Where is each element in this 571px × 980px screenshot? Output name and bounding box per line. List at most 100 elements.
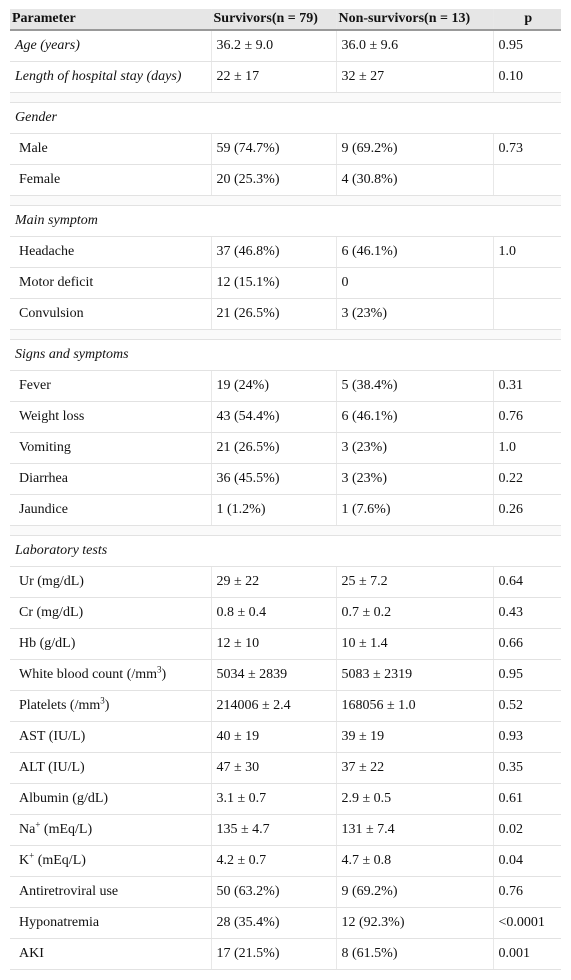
cell: Hyponatremia [10, 907, 211, 939]
spacer-row [10, 329, 561, 340]
cell: 0.22 [492, 463, 561, 495]
data-row: Male 59 (74.7%) 9 (69.2%) 0.73 [10, 133, 561, 165]
cell: 12 (15.1%) [210, 267, 336, 299]
cell: 0.001 [492, 938, 561, 970]
cell: Ur (mg/dL) [10, 566, 211, 598]
empty-cell [492, 267, 561, 299]
data-row: Hyponatremia 28 (35.4%) 12 (92.3%) <0.0001 [10, 907, 561, 939]
cell: 4.7 ± 0.8 [335, 845, 493, 877]
cell: 0.64 [492, 566, 561, 598]
cell: Vomiting [10, 432, 211, 464]
cell: 214006 ± 2.4 [210, 690, 336, 722]
cell: 0.95 [492, 30, 561, 62]
data-row: Headache 37 (46.8%) 6 (46.1%) 1.0 [10, 236, 561, 268]
cell: 0.52 [492, 690, 561, 722]
cell-text: ) [161, 667, 167, 682]
cell: 3 (23%) [335, 432, 493, 464]
data-row: Jaundice 1 (1.2%) 1 (7.6%) 0.26 [10, 494, 561, 526]
data-row: Vomiting 21 (26.5%) 3 (23%) 1.0 [10, 432, 561, 464]
cell: Weight loss [10, 401, 211, 433]
cell: 0.95 [492, 659, 561, 691]
data-row: Hb (g/dL) 12 ± 10 10 ± 1.4 0.66 [10, 628, 561, 660]
data-row: AST (IU/L) 40 ± 19 39 ± 19 0.93 [10, 721, 561, 753]
empty-cell [492, 298, 561, 330]
superscript: 3 [100, 695, 105, 706]
cell: Male [10, 133, 211, 165]
cell: 25 ± 7.2 [335, 566, 493, 598]
cell: K+ (mEq/L) [10, 845, 211, 877]
cell: 12 (92.3%) [335, 907, 493, 939]
cell: 0.31 [492, 370, 561, 402]
section-title: Gender [10, 102, 561, 134]
cell: Length of hospital stay (days) [10, 61, 211, 93]
cell: 36 (45.5%) [210, 463, 336, 495]
data-row: Diarrhea 36 (45.5%) 3 (23%) 0.22 [10, 463, 561, 495]
cell: 1 (7.6%) [335, 494, 493, 526]
data-row: Fever 19 (24%) 5 (38.4%) 0.31 [10, 370, 561, 402]
data-row: Cr (mg/dL) 0.8 ± 0.4 0.7 ± 0.2 0.43 [10, 597, 561, 629]
cell: 0.93 [492, 721, 561, 753]
cell: 59 (74.7%) [210, 133, 336, 165]
cell: 0 [335, 267, 493, 299]
cell: 4.2 ± 0.7 [210, 845, 336, 877]
header-cell: Survivors(n = 79) [210, 9, 336, 31]
cell: 37 (46.8%) [210, 236, 336, 268]
spacer-cell [10, 195, 561, 206]
cell: Albumin (g/dL) [10, 783, 211, 815]
cell: 22 ± 17 [210, 61, 336, 93]
cell: 0.43 [492, 597, 561, 629]
cell: 37 ± 22 [335, 752, 493, 784]
cell: Headache [10, 236, 211, 268]
cell: 0.35 [492, 752, 561, 784]
cell: 1.0 [492, 236, 561, 268]
cell: 5 (38.4%) [335, 370, 493, 402]
data-row: K+ (mEq/L) 4.2 ± 0.7 4.7 ± 0.8 0.04 [10, 845, 561, 877]
cell: 0.66 [492, 628, 561, 660]
cell: <0.0001 [492, 907, 561, 939]
spacer-cell [10, 525, 561, 536]
cell: 5034 ± 2839 [210, 659, 336, 691]
table-body: Age (years) 36.2 ± 9.0 36.0 ± 9.6 0.95 Lengt… [10, 30, 561, 970]
cell: 3 (23%) [335, 298, 493, 330]
cell: 5083 ± 2319 [335, 659, 493, 691]
cell: 0.04 [492, 845, 561, 877]
cell: Na+ (mEq/L) [10, 814, 211, 846]
cell-text: White blood count (/mm [19, 667, 158, 682]
cell: Jaundice [10, 494, 211, 526]
cell: 17 (21.5%) [210, 938, 336, 970]
cell: 8 (61.5%) [335, 938, 493, 970]
data-row: Age (years) 36.2 ± 9.0 36.0 ± 9.6 0.95 [10, 30, 561, 62]
spacer-row [10, 525, 561, 536]
section-row: Laboratory tests [10, 535, 561, 567]
empty-cell [492, 164, 561, 196]
cell-text: Platelets (/mm [19, 698, 101, 713]
cell: 47 ± 30 [210, 752, 336, 784]
spacer-row [10, 92, 561, 103]
cell: 3.1 ± 0.7 [210, 783, 336, 815]
cell: 36.0 ± 9.6 [335, 30, 493, 62]
cell: 0.76 [492, 401, 561, 433]
data-row: Platelets (/mm3) 214006 ± 2.4 168056 ± 1.0… [10, 690, 561, 722]
cell: Age (years) [10, 30, 211, 62]
cell: 0.7 ± 0.2 [335, 597, 493, 629]
spacer-row [10, 195, 561, 206]
cell: Antiretroviral use [10, 876, 211, 908]
cell: 131 ± 7.4 [335, 814, 493, 846]
cell: 0.26 [492, 494, 561, 526]
cell: 168056 ± 1.0 [335, 690, 493, 722]
cell: 21 (26.5%) [210, 298, 336, 330]
cell: 1 (1.2%) [210, 494, 336, 526]
cell: 10 ± 1.4 [335, 628, 493, 660]
cell: 6 (46.1%) [335, 401, 493, 433]
header-cell: p [492, 9, 561, 31]
superscript: + [29, 850, 35, 861]
data-row: Convulsion 21 (26.5%) 3 (23%) [10, 298, 561, 330]
data-row: White blood count (/mm3) 5034 ± 2839 5083 … [10, 659, 561, 691]
spacer-cell [10, 92, 561, 103]
header-row: Parameter Survivors(n = 79) Non-survivors(… [10, 9, 561, 31]
cell: 9 (69.2%) [335, 876, 493, 908]
cell: 0.76 [492, 876, 561, 908]
cell-text: ) [104, 698, 110, 713]
cell: 4 (30.8%) [335, 164, 493, 196]
